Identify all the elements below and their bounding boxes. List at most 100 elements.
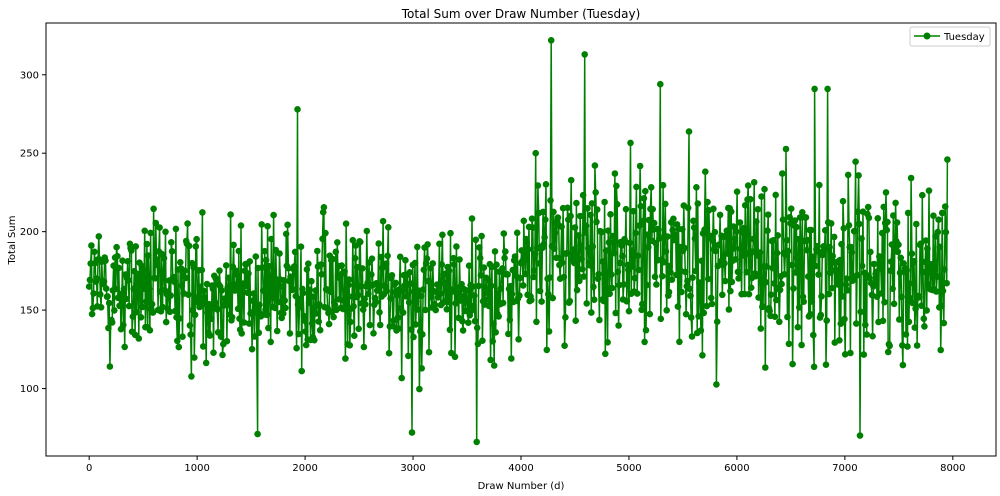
data-point (767, 291, 775, 299)
data-point (90, 290, 97, 297)
data-point (286, 330, 294, 337)
data-point (311, 336, 318, 344)
y-tick-label: 300 (20, 70, 39, 81)
data-point (202, 359, 210, 367)
data-point (388, 272, 396, 279)
data-point (462, 297, 470, 304)
data-point (156, 224, 163, 231)
data-point (485, 302, 493, 310)
data-point (459, 327, 467, 334)
data-point (376, 321, 384, 329)
data-point (743, 268, 750, 276)
data-point (398, 374, 406, 382)
data-point (120, 285, 128, 293)
data-point (477, 272, 485, 279)
data-point (393, 291, 401, 299)
data-point (868, 291, 876, 299)
data-point (624, 261, 631, 269)
data-point (847, 243, 855, 251)
data-point (262, 256, 270, 264)
data-point (342, 355, 349, 362)
data-point (803, 246, 811, 254)
data-point (375, 240, 383, 247)
data-point (342, 220, 350, 227)
data-point (912, 305, 919, 313)
data-point (569, 251, 576, 258)
data-point (603, 284, 611, 292)
data-point (327, 288, 334, 296)
data-point (175, 343, 183, 351)
data-point (178, 282, 185, 289)
data-point (655, 226, 662, 233)
data-point (313, 310, 320, 317)
data-point (593, 206, 601, 213)
data-point (130, 285, 137, 293)
data-point (558, 223, 565, 230)
data-point (361, 295, 369, 303)
data-point (561, 342, 568, 350)
data-point (646, 310, 654, 318)
data-point (472, 236, 480, 244)
data-point (521, 253, 528, 260)
data-point (312, 287, 320, 294)
data-point (254, 430, 261, 438)
data-point (500, 230, 508, 237)
data-point (684, 277, 691, 285)
data-point (752, 272, 759, 280)
data-point (826, 243, 833, 251)
data-point (687, 292, 694, 300)
data-point (607, 211, 614, 218)
data-point (668, 276, 676, 284)
data-point (456, 256, 463, 263)
data-point (258, 221, 266, 228)
data-point (288, 273, 295, 281)
data-point (632, 229, 639, 237)
data-point (578, 255, 585, 263)
data-point (470, 302, 477, 310)
data-point (642, 187, 649, 195)
data-point (669, 226, 676, 234)
data-point (453, 289, 461, 297)
data-point (191, 311, 199, 319)
data-point (351, 254, 359, 262)
data-point (923, 307, 930, 314)
data-point (536, 260, 543, 267)
data-point (940, 319, 948, 327)
data-point (938, 209, 946, 217)
data-point (727, 208, 735, 215)
data-point (122, 295, 130, 303)
data-point (936, 243, 944, 251)
data-point (564, 204, 571, 212)
data-point (143, 240, 151, 248)
data-point (419, 331, 426, 338)
data-point (573, 199, 580, 207)
data-point (533, 318, 540, 326)
data-point (484, 296, 491, 303)
data-point (779, 170, 786, 177)
data-point (913, 342, 921, 349)
data-point (412, 321, 420, 328)
data-point (111, 307, 118, 314)
data-point (516, 274, 524, 282)
data-point (897, 254, 905, 262)
data-point (447, 229, 454, 237)
data-point (301, 317, 309, 325)
data-point (727, 287, 734, 295)
x-tick-label: 3000 (400, 463, 425, 474)
data-point (608, 271, 615, 278)
data-point (379, 217, 387, 225)
data-point (204, 309, 211, 317)
data-point (659, 272, 666, 280)
data-point (635, 266, 642, 274)
data-point (773, 296, 780, 304)
data-point (525, 246, 532, 253)
data-point (592, 189, 599, 196)
data-point (147, 229, 154, 237)
data-point (713, 318, 721, 326)
data-point (827, 220, 835, 227)
data-point (177, 259, 184, 266)
data-point (493, 261, 500, 269)
data-point (494, 290, 502, 297)
data-point (425, 348, 433, 356)
data-point (105, 299, 113, 307)
